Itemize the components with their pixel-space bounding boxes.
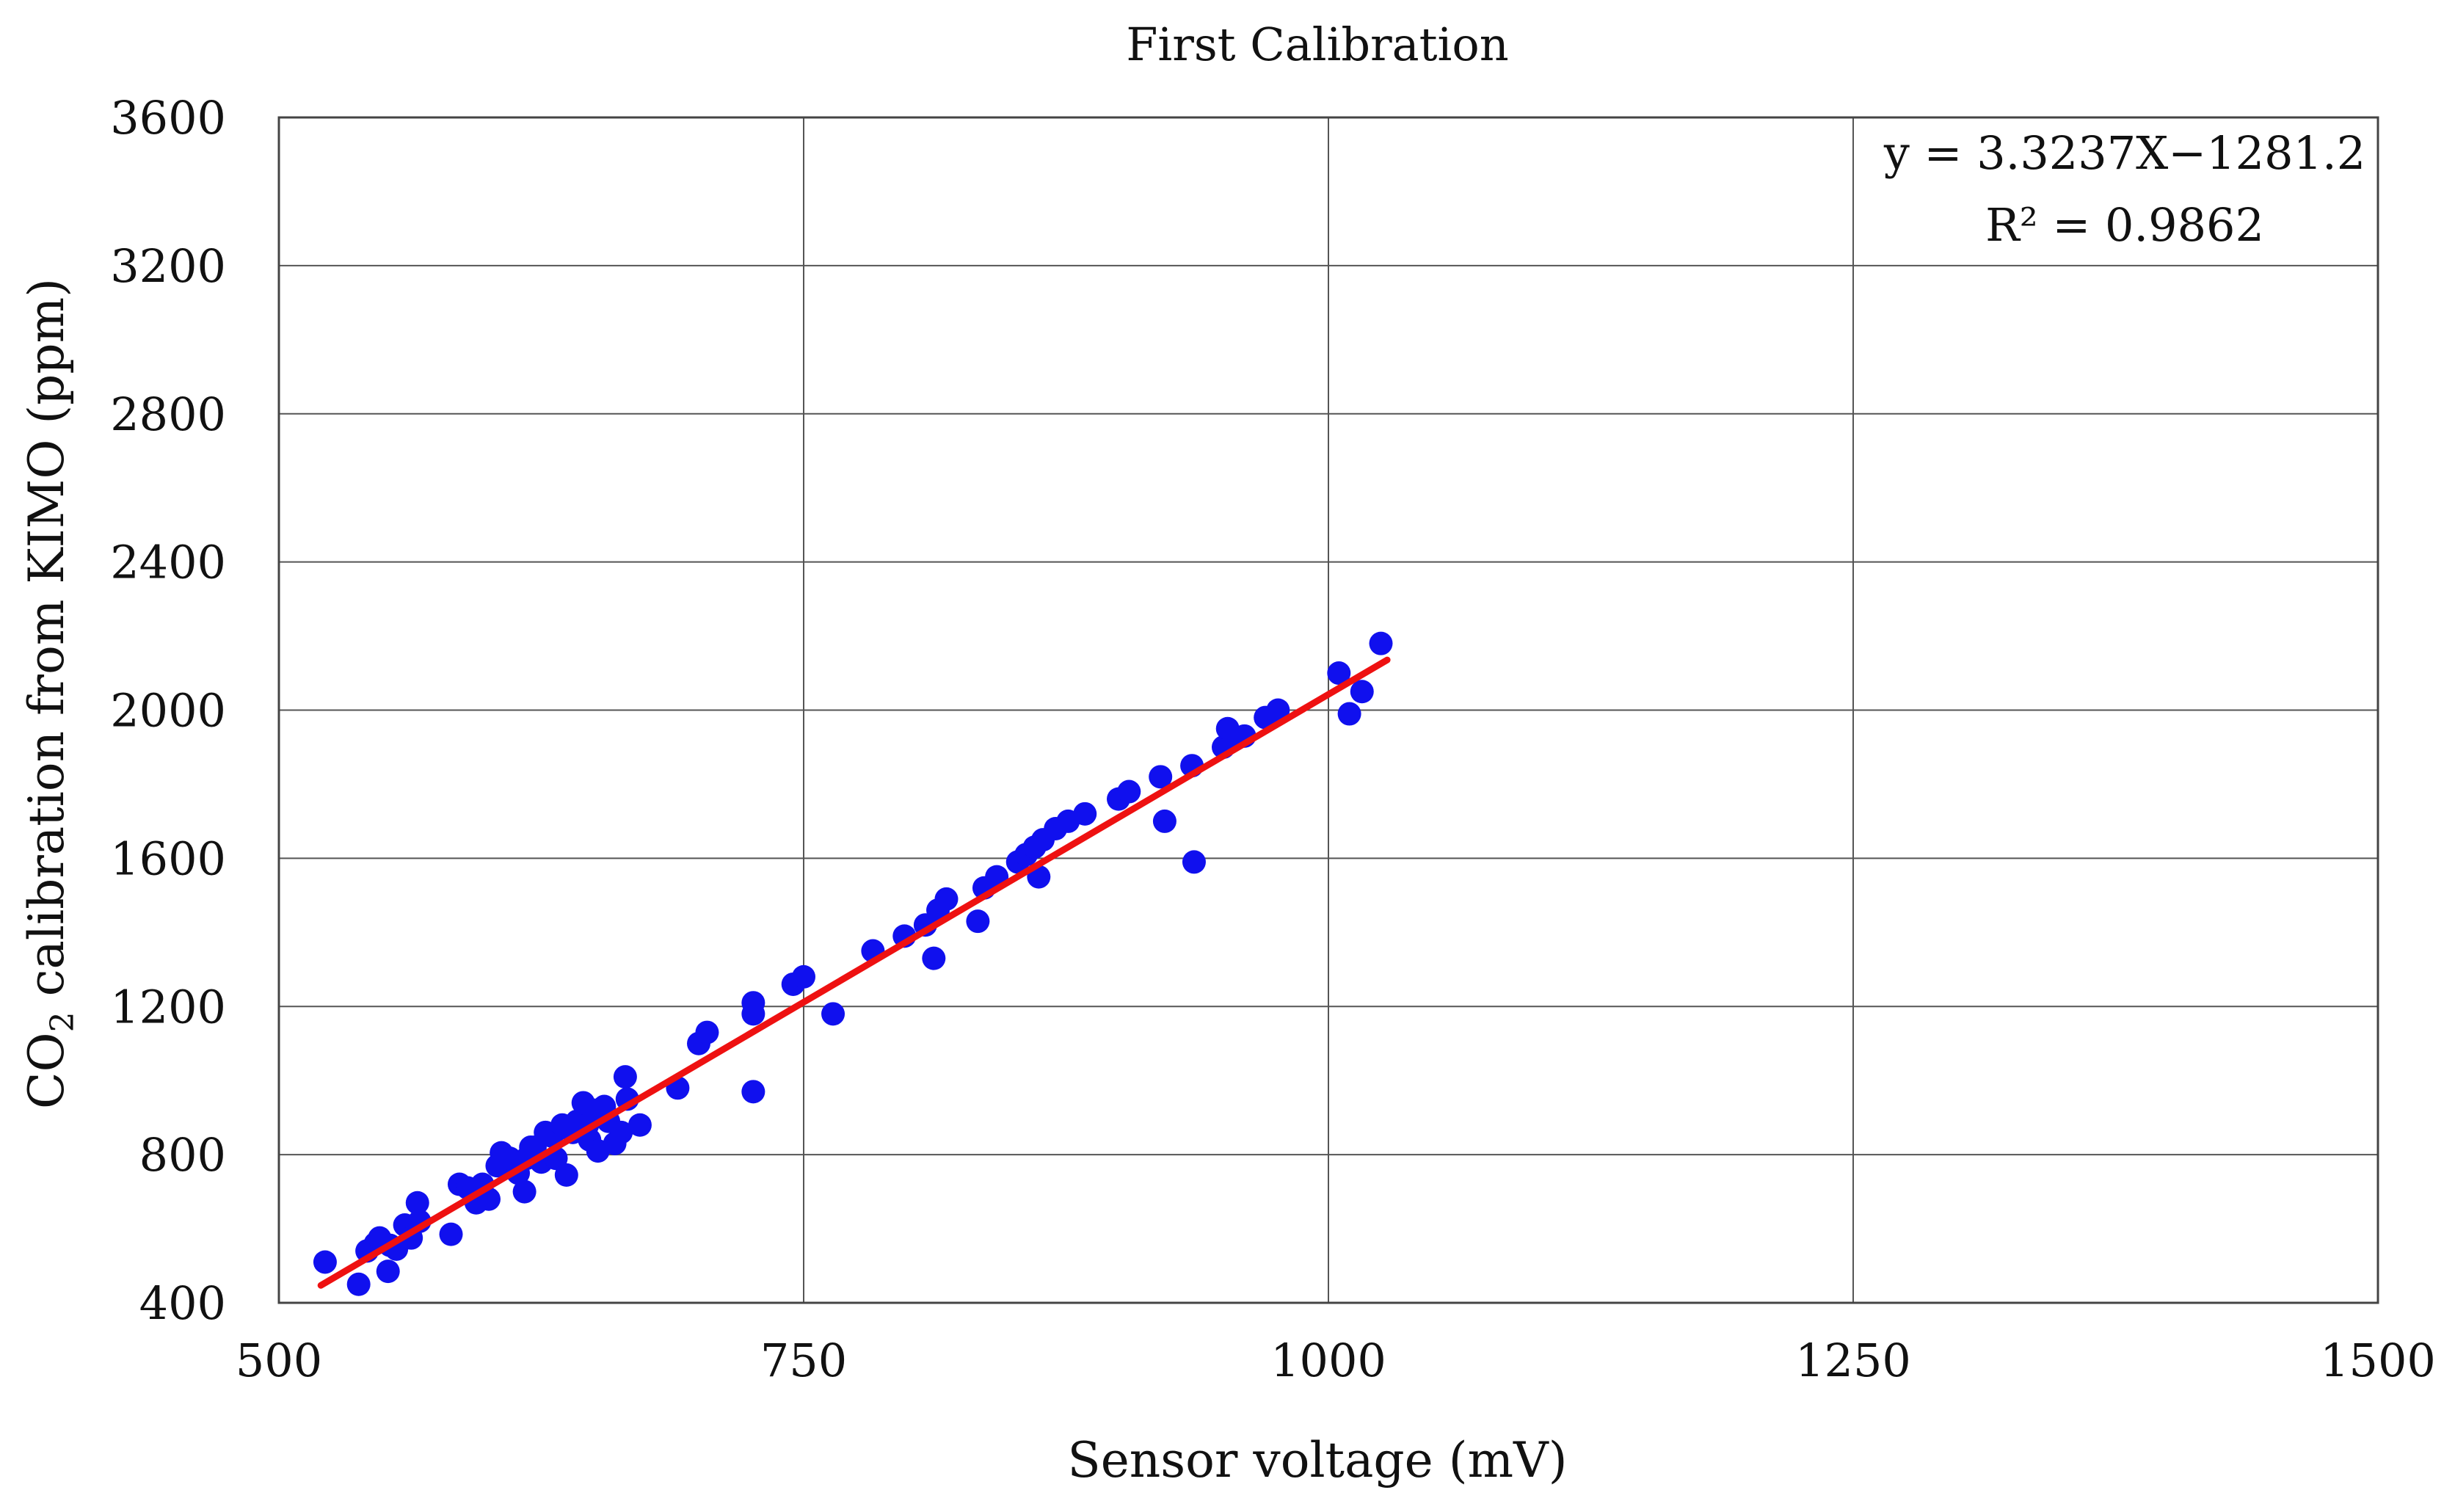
y-axis-label-subscript: 2 bbox=[44, 1011, 81, 1032]
data-point bbox=[512, 1180, 537, 1204]
chart-title: First Calibration bbox=[1126, 18, 1508, 71]
data-point bbox=[1350, 680, 1374, 704]
data-points bbox=[313, 631, 1393, 1296]
data-point bbox=[313, 1250, 337, 1274]
data-point bbox=[1117, 779, 1141, 804]
data-point bbox=[821, 1002, 845, 1026]
fit-line bbox=[317, 656, 1391, 1289]
x-tick-label: 500 bbox=[236, 1334, 322, 1387]
y-tick-label: 2800 bbox=[110, 388, 226, 441]
data-point bbox=[1182, 850, 1206, 874]
y-tick-label: 3200 bbox=[110, 239, 226, 293]
data-point bbox=[376, 1260, 400, 1284]
y-tick-label: 400 bbox=[139, 1276, 226, 1330]
data-point bbox=[1369, 631, 1393, 655]
data-point bbox=[613, 1065, 637, 1089]
data-point bbox=[405, 1191, 429, 1215]
annotation-r-squared: R² = 0.9862 bbox=[1985, 198, 2264, 252]
data-point bbox=[628, 1113, 652, 1137]
data-point bbox=[966, 909, 990, 934]
y-axis-label: CO2 calibration from KIMO (ppm) bbox=[18, 278, 81, 1109]
data-point bbox=[741, 991, 765, 1015]
data-point bbox=[554, 1163, 578, 1187]
data-point bbox=[792, 964, 815, 989]
x-axis-label: Sensor voltage (mV) bbox=[1068, 1432, 1568, 1489]
y-axis-label-prefix: CO bbox=[18, 1032, 75, 1109]
x-axis-ticks: 500 750 1000 1250 1500 bbox=[236, 1334, 2436, 1387]
x-tick-label: 1000 bbox=[1270, 1334, 1386, 1387]
y-tick-label: 1600 bbox=[110, 832, 226, 885]
data-point bbox=[1266, 698, 1290, 722]
y-axis-ticks: 400 800 1200 1600 2000 2400 2800 3200 3600 bbox=[110, 91, 226, 1330]
data-point bbox=[741, 1080, 765, 1104]
y-tick-label: 2400 bbox=[110, 536, 226, 589]
y-tick-label: 800 bbox=[139, 1128, 226, 1182]
data-point bbox=[609, 1120, 633, 1144]
x-tick-label: 750 bbox=[760, 1334, 847, 1387]
plot-frame bbox=[277, 116, 2379, 1304]
data-point bbox=[934, 887, 959, 911]
data-point bbox=[439, 1222, 463, 1246]
data-point bbox=[1327, 661, 1351, 686]
x-tick-label: 1250 bbox=[1795, 1334, 1911, 1387]
y-axis-label-suffix: calibration from KIMO (ppm) bbox=[18, 278, 75, 1011]
annotation-equation: y = 3.3237X−1281.2 bbox=[1883, 126, 2365, 180]
data-point bbox=[1337, 702, 1361, 726]
x-tick-label: 1500 bbox=[2320, 1334, 2436, 1387]
data-point bbox=[1152, 809, 1176, 833]
data-point bbox=[346, 1272, 371, 1296]
data-point bbox=[922, 946, 946, 970]
y-tick-label: 3600 bbox=[110, 91, 226, 145]
y-tick-label: 1200 bbox=[110, 980, 226, 1033]
y-tick-label: 2000 bbox=[110, 684, 226, 738]
data-point bbox=[1073, 802, 1097, 826]
data-point bbox=[1149, 765, 1173, 789]
data-point bbox=[695, 1020, 719, 1044]
